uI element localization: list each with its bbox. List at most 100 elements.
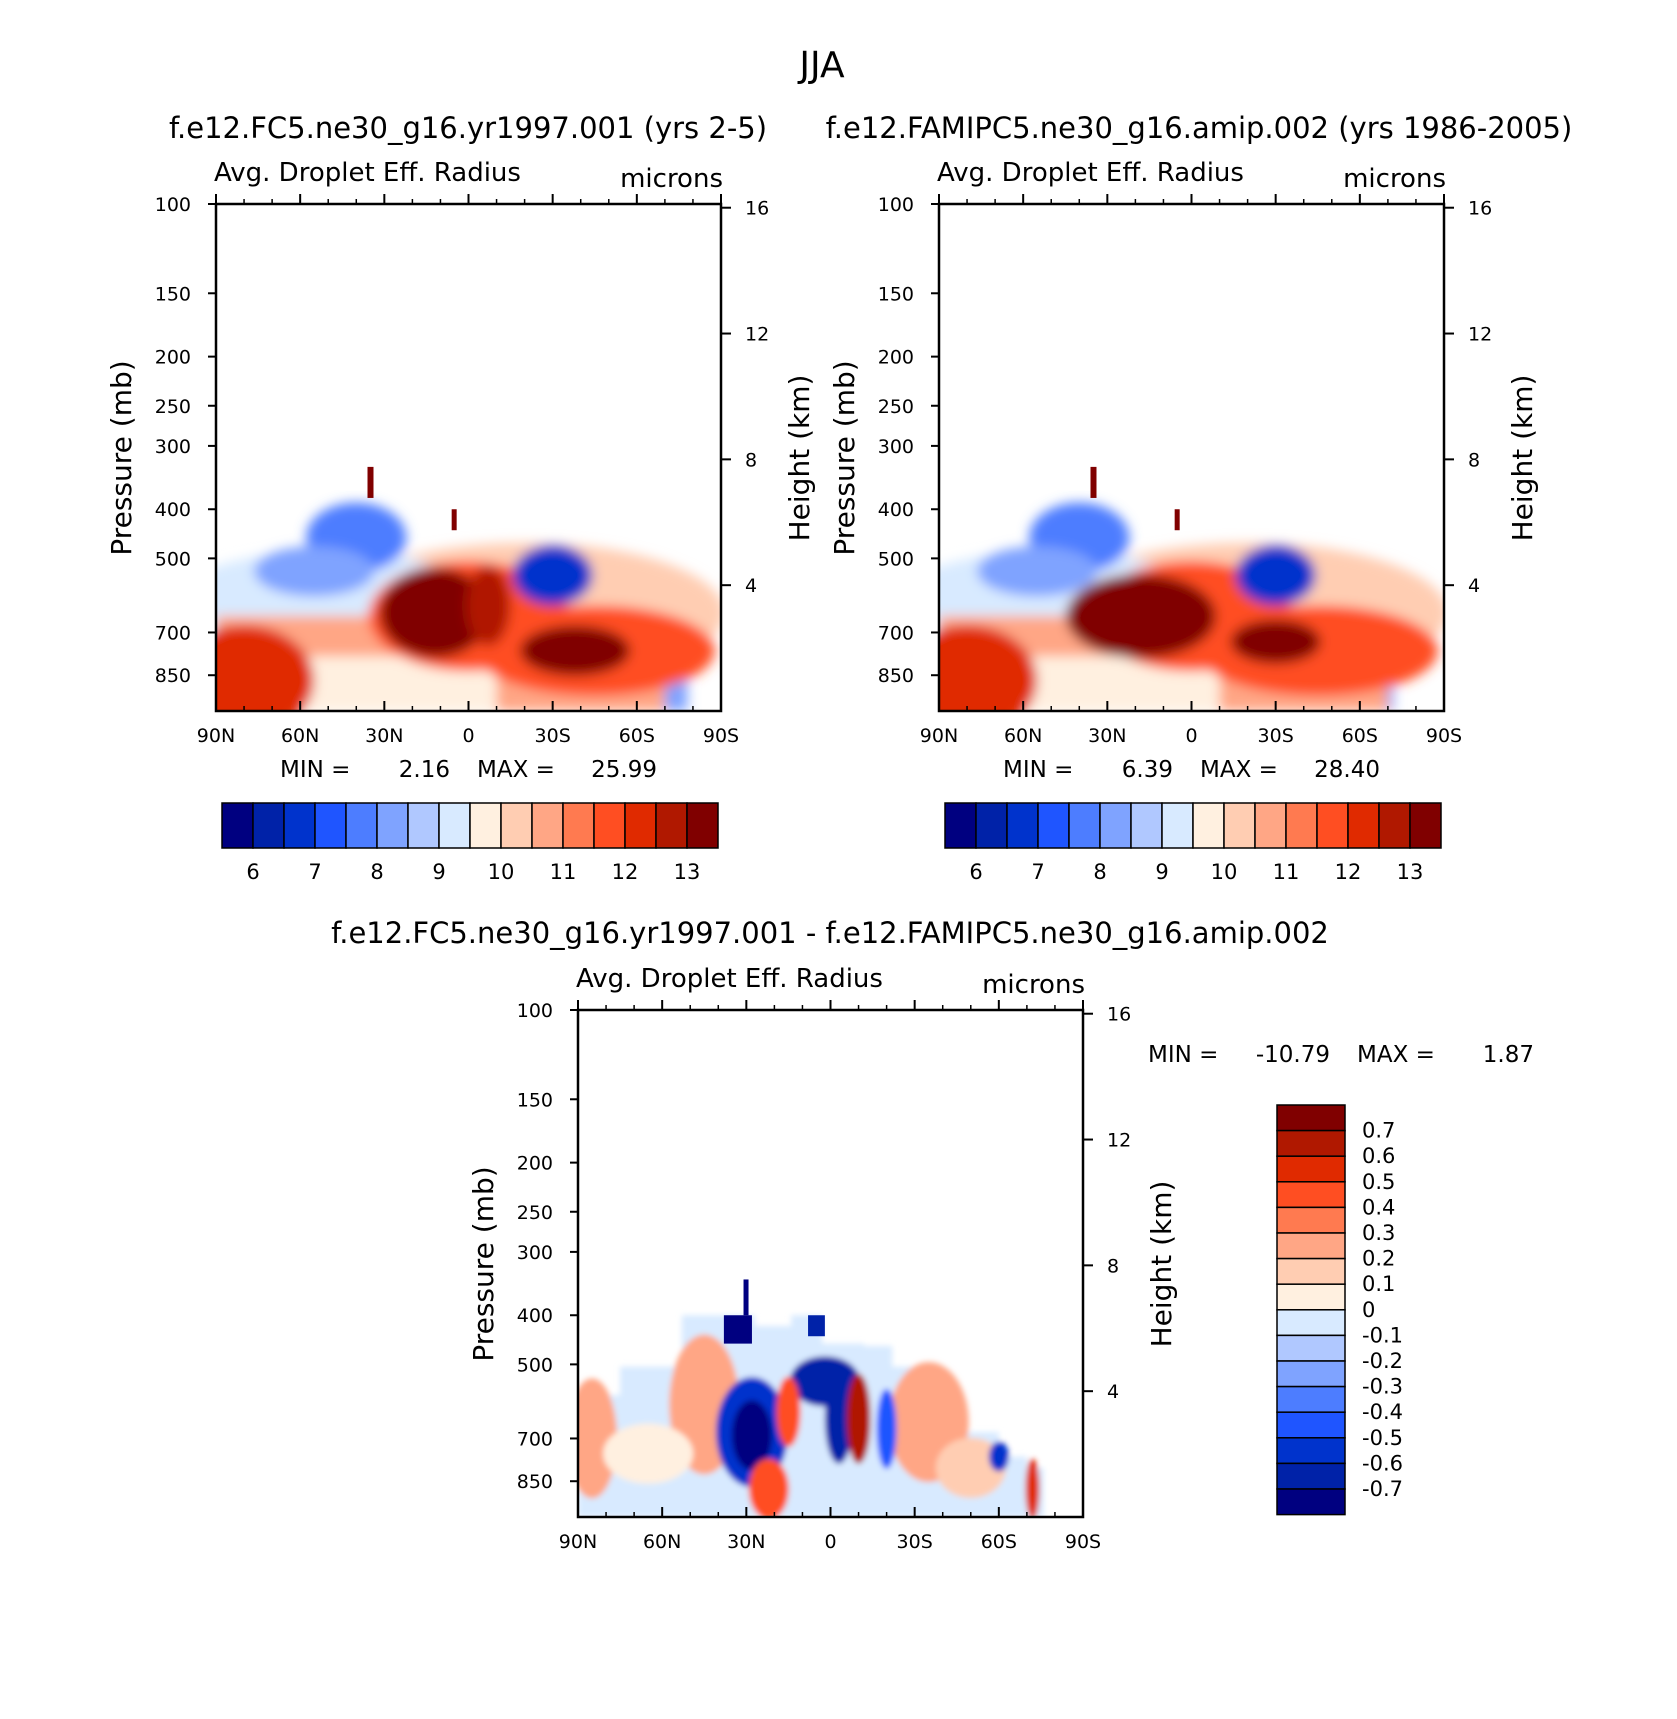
contour bbox=[1025, 1458, 1040, 1517]
x-tick-label: 0 bbox=[824, 1531, 836, 1553]
panel-a-max-label: MAX = bbox=[477, 757, 555, 783]
y-tick-label: 700 bbox=[155, 622, 191, 644]
y-tick-label-right: 4 bbox=[1107, 1381, 1119, 1403]
contour bbox=[216, 625, 315, 711]
panel-a-variable-title: Avg. Droplet Eff. Radius bbox=[214, 158, 521, 188]
colorbar-label: -0.2 bbox=[1362, 1349, 1403, 1373]
colorbar-label: 0.6 bbox=[1362, 1144, 1395, 1168]
colorbar-label: 6 bbox=[969, 860, 982, 884]
panel-difference: f.e12.FC5.ne30_g16.yr1997.001 - f.e12.FA… bbox=[331, 916, 1534, 1553]
y-tick-label: 200 bbox=[878, 347, 914, 369]
y-tick-label: 700 bbox=[878, 622, 914, 644]
colorbar-box bbox=[1276, 1206, 1346, 1234]
panel-b-y-label: Pressure (mb) bbox=[828, 360, 861, 555]
y-tick-label: 200 bbox=[517, 1153, 553, 1175]
colorbar-box bbox=[1037, 802, 1070, 849]
colorbar-box bbox=[1254, 802, 1287, 849]
colorbar-label: 0.1 bbox=[1362, 1272, 1395, 1296]
x-tick-label: 60N bbox=[281, 725, 319, 747]
contour bbox=[254, 546, 375, 597]
colorbar-label: 6 bbox=[246, 860, 259, 884]
colorbar-label: 12 bbox=[612, 860, 639, 884]
x-tick-label: 30S bbox=[897, 1531, 933, 1553]
y-tick-label-right: 8 bbox=[1107, 1255, 1119, 1277]
panel-c-min-label: MIN = bbox=[1148, 1042, 1218, 1068]
x-tick-label: 0 bbox=[1185, 725, 1197, 747]
contour-patch bbox=[723, 1315, 752, 1344]
panel-b-case-title: f.e12.FAMIPC5.ne30_g16.amip.002 (yrs 198… bbox=[826, 111, 1573, 145]
colorbar-box bbox=[975, 802, 1008, 849]
colorbar-box bbox=[1276, 1462, 1346, 1490]
panel-b-y-label-right: Height (km) bbox=[1506, 375, 1539, 542]
contour bbox=[603, 1423, 694, 1484]
colorbar-box bbox=[1276, 1360, 1346, 1388]
colorbar-label: 10 bbox=[1211, 860, 1238, 884]
colorbar-label: 9 bbox=[1155, 860, 1168, 884]
colorbar-box bbox=[1276, 1181, 1346, 1209]
colorbar-box bbox=[1276, 1232, 1346, 1260]
y-tick-label: 400 bbox=[878, 499, 914, 521]
x-tick-label: 60N bbox=[643, 1531, 681, 1553]
colorbar-box bbox=[283, 802, 316, 849]
contour bbox=[512, 545, 593, 606]
contour bbox=[824, 1373, 853, 1464]
contour bbox=[977, 546, 1098, 597]
panel-a-field bbox=[216, 466, 721, 711]
contour bbox=[846, 1373, 871, 1464]
contour bbox=[1230, 619, 1321, 664]
x-tick-label: 30N bbox=[727, 1531, 765, 1553]
contour-fill bbox=[578, 1315, 1044, 1517]
y-tick-label-right: 8 bbox=[745, 449, 757, 471]
y-tick-label: 250 bbox=[878, 396, 914, 418]
panel-c-colorbar: 0.70.60.50.40.30.20.10-0.1-0.2-0.3-0.4-0… bbox=[1276, 1104, 1403, 1516]
colorbar-label: 7 bbox=[1031, 860, 1044, 884]
x-tick-label: 30S bbox=[1258, 725, 1294, 747]
colorbar-box bbox=[1223, 802, 1256, 849]
colorbar-box bbox=[1347, 802, 1380, 849]
colorbar-box bbox=[624, 802, 657, 849]
colorbar-box bbox=[1316, 802, 1349, 849]
y-tick-label-right: 16 bbox=[1468, 198, 1492, 220]
panel-a-case-title: f.e12.FC5.ne30_g16.yr1997.001 (yrs 2-5) bbox=[169, 111, 767, 145]
y-tick-label: 500 bbox=[155, 548, 191, 570]
colorbar-box bbox=[252, 802, 285, 849]
colorbar-box bbox=[438, 802, 471, 849]
colorbar-label: 7 bbox=[308, 860, 321, 884]
colorbar-box bbox=[1068, 802, 1101, 849]
colorbar-label: 13 bbox=[674, 860, 701, 884]
x-tick-label: 60S bbox=[619, 725, 655, 747]
colorbar-label: 10 bbox=[488, 860, 515, 884]
y-tick-label-right: 12 bbox=[745, 324, 769, 346]
x-tick-label: 90S bbox=[703, 725, 739, 747]
colorbar-box bbox=[1006, 802, 1039, 849]
panel-b-max-label: MAX = bbox=[1200, 757, 1278, 783]
colorbar-label: -0.6 bbox=[1362, 1451, 1403, 1475]
contour-spike bbox=[367, 466, 374, 498]
colorbar-label: 0.2 bbox=[1362, 1247, 1395, 1271]
y-tick-label-right: 8 bbox=[1468, 449, 1480, 471]
contour bbox=[1066, 574, 1216, 659]
panel-model-a: f.e12.FC5.ne30_g16.yr1997.001 (yrs 2-5) … bbox=[105, 111, 816, 884]
colorbar-box bbox=[469, 802, 502, 849]
x-tick-label: 60S bbox=[1342, 725, 1378, 747]
y-tick-label-right: 16 bbox=[745, 198, 769, 220]
colorbar-box bbox=[944, 802, 977, 849]
colorbar-box bbox=[1409, 802, 1442, 849]
contour bbox=[748, 1458, 789, 1517]
panel-b-min-value: 6.39 bbox=[1122, 757, 1173, 783]
colorbar-box bbox=[345, 802, 378, 849]
panel-b-field bbox=[939, 466, 1444, 711]
panel-a-y-label-right: Height (km) bbox=[783, 375, 816, 542]
y-tick-label: 500 bbox=[517, 1354, 553, 1376]
contour bbox=[731, 1400, 772, 1471]
colorbar-label: 8 bbox=[370, 860, 383, 884]
x-tick-label: 90S bbox=[1426, 725, 1462, 747]
y-tick-label: 100 bbox=[878, 194, 914, 216]
panel-b-colorbar: 6 7 8 9 10 11 12 13 bbox=[944, 802, 1442, 884]
colorbar-box bbox=[500, 802, 533, 849]
contour bbox=[939, 625, 1038, 711]
contour bbox=[520, 625, 631, 676]
colorbar-label: 0.4 bbox=[1362, 1195, 1395, 1219]
y-tick-label: 500 bbox=[878, 548, 914, 570]
